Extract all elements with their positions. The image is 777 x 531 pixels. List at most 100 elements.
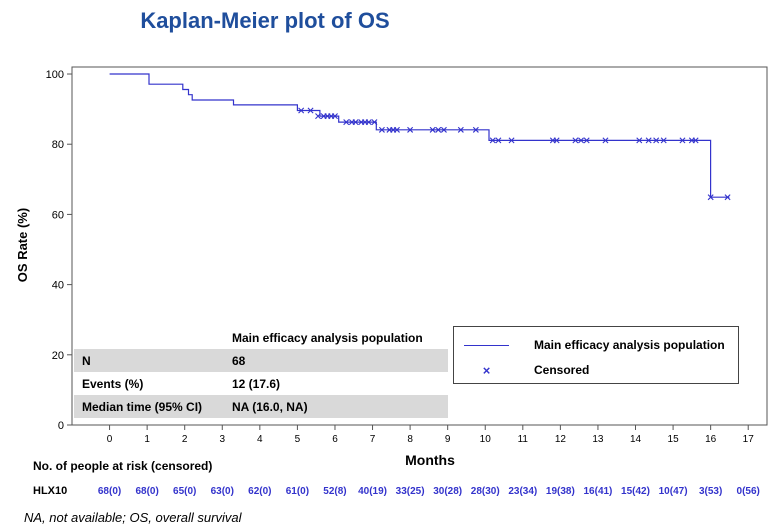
risk-value: 40(19) [358,486,387,497]
x-tick-label: 5 [295,434,301,445]
x-tick-label: 9 [445,434,451,445]
risk-value: 30(28) [433,486,462,497]
stats-row: Events (%) 12 (17.6) [74,372,448,395]
censor-mark [435,126,442,133]
risk-value: 68(0) [135,486,158,497]
x-tick-label: 3 [219,434,225,445]
risk-value: 62(0) [248,486,271,497]
y-tick-label: 60 [52,209,64,221]
censor-mark [298,107,305,114]
censor-mark [315,113,322,120]
legend: Main efficacy analysis population × Cens… [453,326,739,384]
x-axis-label: Months [405,452,455,468]
risk-value: 33(25) [396,486,425,497]
x-tick-label: 4 [257,434,263,445]
censor-mark [583,137,590,144]
stats-value: NA (16.0, NA) [226,395,448,418]
x-tick-label: 1 [144,434,150,445]
censor-mark [636,137,643,144]
legend-label: Main efficacy analysis population [534,338,725,352]
risk-value: 61(0) [286,486,309,497]
risk-value: 3(53) [699,486,722,497]
legend-item-line: Main efficacy analysis population [454,335,725,355]
risk-value: 15(42) [621,486,650,497]
survival-curve [109,73,730,198]
censor-mark [707,194,714,201]
risk-value: 10(47) [659,486,688,497]
stats-header-empty [74,326,226,349]
censor-mark [679,137,686,144]
censor-mark [692,137,699,144]
x-tick-label: 0 [107,434,113,445]
censor-mark [508,137,515,144]
y-tick-label: 20 [52,350,64,362]
legend-item-censored: × Censored [454,360,590,380]
stats-label: N [74,349,226,372]
survival-curve-group [109,73,730,198]
censor-mark [653,137,660,144]
stats-label: Median time (95% CI) [74,395,226,418]
y-tick-label: 0 [58,420,64,432]
censor-mark [352,119,359,126]
censor-mark [495,137,502,144]
censor-mark [307,107,314,114]
risk-value: 65(0) [173,486,196,497]
chart-title: Kaplan-Meier plot of OS [140,8,390,33]
censor-mark [602,137,609,144]
censor-mark [578,137,585,144]
censor-x-icon: × [482,362,491,378]
risk-value: 16(41) [583,486,612,497]
x-tick-label: 13 [592,434,604,445]
censor-mark [472,126,479,133]
x-tick-label: 12 [555,434,567,445]
risk-value: 68(0) [98,486,121,497]
y-tick-label: 100 [46,69,64,81]
censor-mark [660,137,667,144]
stats-header-row: Main efficacy analysis population [74,326,448,349]
footnote: NA, not available; OS, overall survival [24,510,242,525]
censor-mark [457,126,464,133]
censor-mark [378,126,385,133]
censor-mark [343,119,350,126]
censor-marks-group [298,107,731,201]
x-tick-label: 8 [407,434,413,445]
censor-mark [724,194,731,201]
stats-row: N 68 [74,349,448,372]
risk-table-title: No. of people at risk (censored) [33,459,213,473]
x-tick-label: 14 [630,434,642,445]
x-tick-label: 7 [370,434,376,445]
censor-mark [572,137,579,144]
risk-value: 23(34) [508,486,537,497]
censor-mark [429,126,436,133]
risk-values-group: 68(0) 68(0) 65(0) 63(0) 62(0) 61(0) 52(8) 40(19… [98,486,760,497]
censor-mark [553,137,560,144]
censor-mark [371,119,378,126]
risk-value: 52(8) [323,486,346,497]
stats-table: Main efficacy analysis population N 68 E… [74,326,448,418]
risk-value: 19(38) [546,486,575,497]
risk-value: 28(30) [471,486,500,497]
legend-label: Censored [534,363,590,377]
x-tick-label: 11 [518,434,529,445]
risk-value: 63(0) [211,486,234,497]
x-tick-label: 6 [332,434,338,445]
y-tick-label: 40 [52,280,64,292]
censor-mark [489,137,496,144]
stats-label: Events (%) [82,376,144,391]
stats-header: Main efficacy analysis population [232,330,423,345]
plot-frame [71,66,768,426]
y-axis-label: OS Rate (%) [15,208,30,282]
x-tick-label: 16 [705,434,717,445]
stats-value: 68 [226,349,448,372]
censor-mark [365,119,372,126]
censor-mark [645,137,652,144]
stats-row: Median time (95% CI) NA (16.0, NA) [74,395,448,418]
x-tick-label: 10 [480,434,492,445]
censor-mark [393,126,400,133]
censor-mark [407,126,414,133]
x-tick-label: 2 [182,434,188,445]
risk-value: 0(56) [737,486,760,497]
risk-group-label: HLX10 [33,485,67,497]
y-tick-label: 80 [52,139,64,151]
